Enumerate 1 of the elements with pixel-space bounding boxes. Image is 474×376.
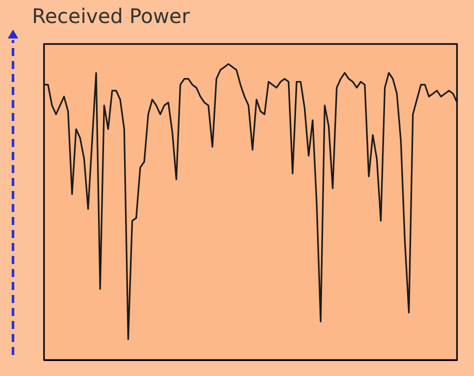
y-axis-title: Received Power bbox=[32, 4, 191, 28]
